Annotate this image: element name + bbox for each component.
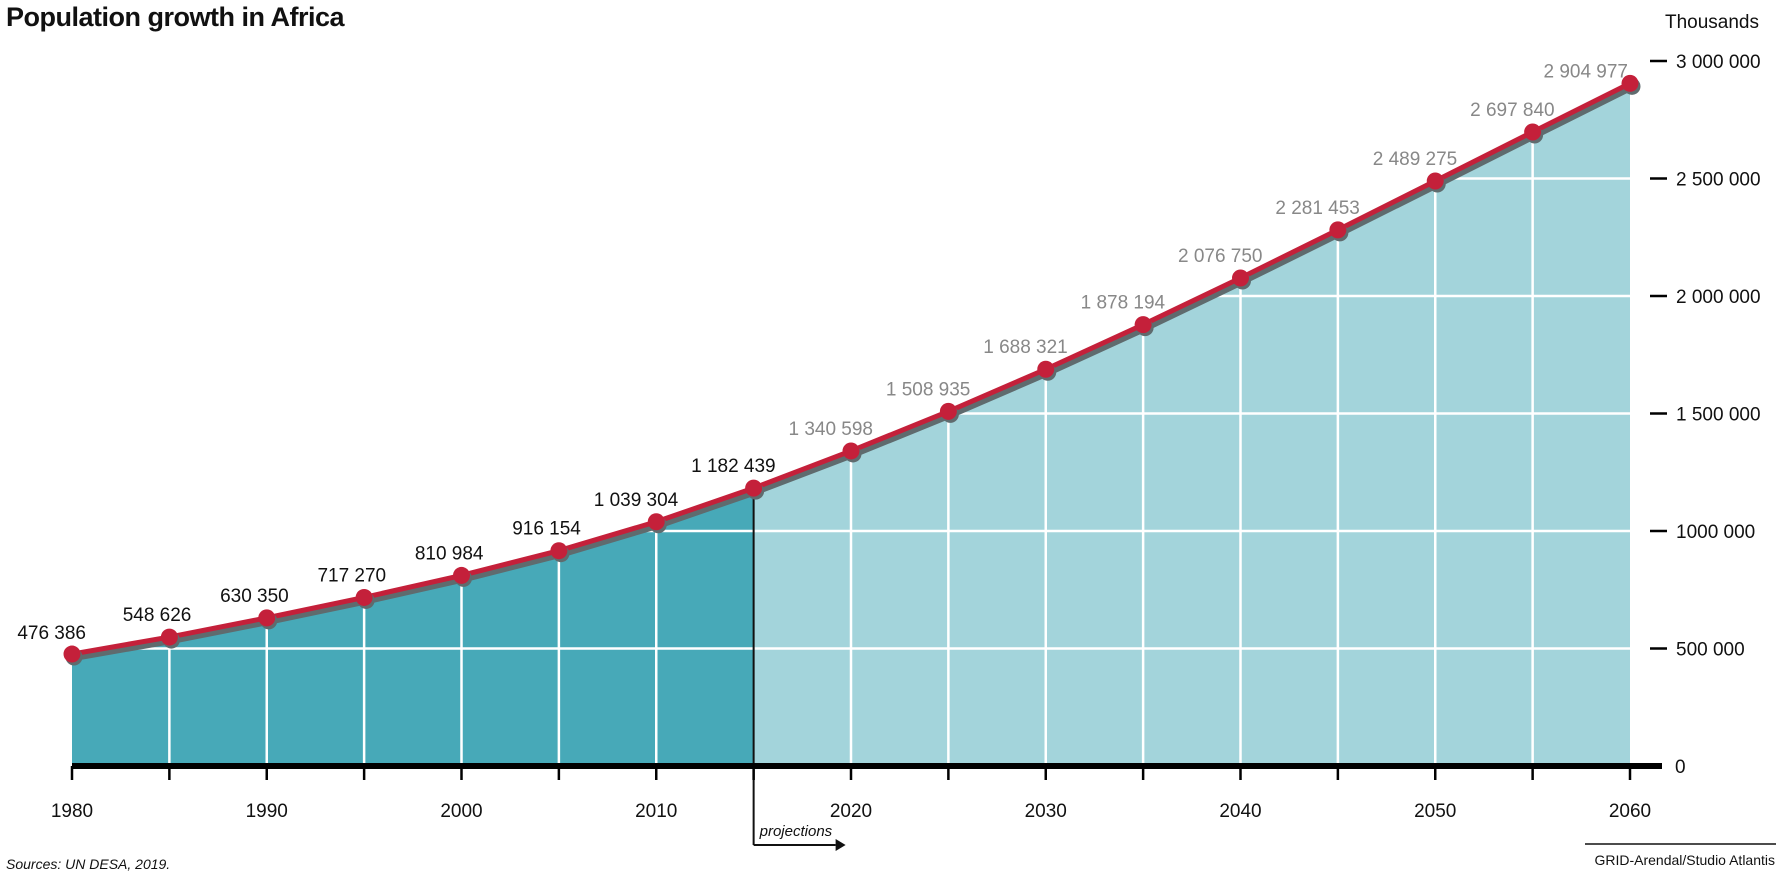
data-point [745, 479, 763, 497]
data-label: 630 350 [220, 586, 289, 607]
data-label: 2 281 453 [1275, 198, 1360, 219]
y-tick-label: 0 [1675, 757, 1686, 778]
y-axis-unit-label: Thousands [1664, 12, 1759, 33]
data-point [647, 513, 665, 531]
data-label: 1 039 304 [594, 490, 679, 511]
data-label: 1 340 598 [788, 419, 873, 440]
data-point [550, 542, 568, 560]
data-label: 1 508 935 [886, 379, 971, 400]
data-point [258, 609, 276, 627]
data-point [939, 402, 957, 420]
y-tick-label: 2 000 000 [1676, 287, 1761, 308]
data-point [1134, 316, 1152, 334]
data-point [1232, 269, 1249, 287]
data-label: 476 386 [17, 623, 86, 644]
data-point [1621, 74, 1639, 92]
data-label: 548 626 [123, 605, 192, 626]
chart-title: Population growth in Africa [6, 2, 345, 32]
y-tick-label: 3 000 000 [1676, 52, 1761, 73]
data-point [842, 442, 860, 460]
data-label: 717 270 [317, 565, 386, 586]
x-tick-label: 2010 [635, 801, 677, 822]
projection-area [753, 83, 1630, 767]
data-label: 1 688 321 [983, 337, 1068, 358]
x-tick-label: 2020 [830, 801, 872, 822]
x-tick-label: 2060 [1609, 801, 1651, 822]
x-tick-label: 2000 [440, 801, 482, 822]
data-point [1524, 123, 1542, 141]
data-point [1426, 172, 1444, 190]
data-point [63, 645, 81, 663]
data-point [1037, 360, 1055, 378]
data-label: 2 489 275 [1373, 149, 1458, 170]
x-tick-label: 1990 [246, 801, 288, 822]
data-label: 2 904 977 [1543, 61, 1628, 82]
y-tick-label: 1 500 000 [1676, 405, 1761, 426]
credit-note: GRID-Arendal/Studio Atlantis [1594, 852, 1775, 868]
data-point [355, 588, 373, 606]
projection-arrow-head [835, 839, 846, 851]
data-label: 810 984 [415, 543, 484, 564]
data-label: 1 182 439 [691, 456, 776, 477]
historical-area [72, 488, 754, 766]
x-tick-label: 1980 [51, 801, 93, 822]
x-tick-label: 2030 [1025, 801, 1067, 822]
data-label: 2 697 840 [1470, 100, 1555, 121]
y-tick-label: 1000 000 [1676, 522, 1755, 543]
x-tick-label: 2050 [1414, 801, 1456, 822]
data-point [453, 566, 470, 584]
data-label: 2 076 750 [1178, 246, 1263, 267]
data-point [160, 628, 178, 646]
data-label: 916 154 [512, 519, 581, 540]
data-label: 1 878 194 [1081, 293, 1166, 314]
x-tick-label: 2040 [1219, 801, 1261, 822]
y-tick-label: 500 000 [1676, 640, 1745, 661]
data-point [1329, 221, 1347, 239]
y-tick-label: 2 500 000 [1676, 170, 1761, 191]
projection-label: projections [759, 823, 833, 840]
